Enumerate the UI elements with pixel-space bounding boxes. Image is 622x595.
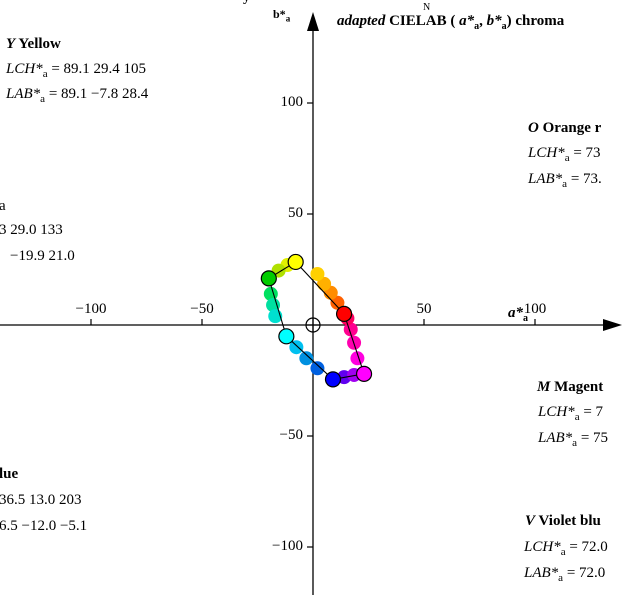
blue-name: lue: [0, 466, 19, 482]
hue-point: [343, 322, 358, 337]
x-tick-label: −50: [190, 301, 214, 317]
orange-lab: LAB*a = 73.: [528, 171, 602, 190]
hue-point: [310, 361, 325, 376]
blue-fragment-2: 6.5 −12.0 −5.1: [0, 518, 88, 534]
hue-point: [317, 276, 332, 291]
axes: [0, 12, 622, 595]
hue-point: [330, 295, 345, 310]
violet-lab: LAB*a = 72.0: [524, 565, 606, 584]
y-tick-label: 50: [288, 205, 303, 221]
top-superscript-fragment: N: [423, 2, 431, 13]
magenta-lch: LCH*a = 7: [538, 404, 604, 423]
hue-point: [310, 266, 325, 281]
violet-lch: LCH*a = 72.0: [524, 539, 608, 558]
orange-name: O Orange r: [528, 120, 602, 136]
hue-point: [289, 340, 304, 355]
elementary-point-o: [335, 305, 353, 322]
violet-name: V Violet blu: [525, 513, 601, 529]
elementary-point-m: [355, 365, 373, 382]
elementary-point-b: [278, 328, 295, 345]
hue-point: [350, 351, 365, 366]
blue-fragment-1: 36.5 13.0 203: [0, 492, 82, 508]
elementary-point-y: [287, 253, 304, 271]
yellow-name: Y Yellow: [6, 36, 61, 52]
elementary-point-l: [260, 270, 277, 287]
elementary-point-v: [324, 371, 342, 388]
magenta-name: M Magent: [537, 379, 604, 395]
hue-series: [261, 254, 372, 387]
hue-point: [299, 351, 314, 366]
y-axis-arrow: [307, 12, 319, 31]
yellow-lab: LAB*a = 89.1 −7.8 28.4: [6, 86, 149, 105]
x-tick-label: −100: [75, 301, 107, 317]
magenta-lab: LAB*a = 75: [538, 430, 609, 449]
leaf-fragment-1: a: [0, 198, 6, 214]
leaf-fragment-2: 3 29.0 133: [0, 222, 63, 238]
y-tick-label: −100: [272, 538, 303, 554]
y-axis-label: b*a: [273, 7, 291, 24]
ticks: [90, 102, 536, 548]
hue-point: [266, 298, 281, 313]
orange-lch: LCH*a = 73: [528, 145, 601, 164]
x-tick-label: 50: [416, 301, 432, 317]
chart-title: adapted CIELAB ( a*a, b*a) chroma: [337, 13, 565, 32]
yellow-lch: LCH*a = 89.1 29.4 105: [6, 61, 147, 80]
y-tick-label: −50: [279, 427, 303, 443]
x-axis-arrow: [603, 319, 622, 331]
y-tick-label: 100: [280, 94, 304, 110]
leaf-fragment-3: −19.9 21.0: [10, 248, 75, 264]
elementary-points: [260, 253, 373, 388]
x-axis-label: a*a: [508, 305, 528, 324]
top-fragment: y: [243, 0, 250, 5]
x-tick-label: 100: [523, 301, 547, 317]
